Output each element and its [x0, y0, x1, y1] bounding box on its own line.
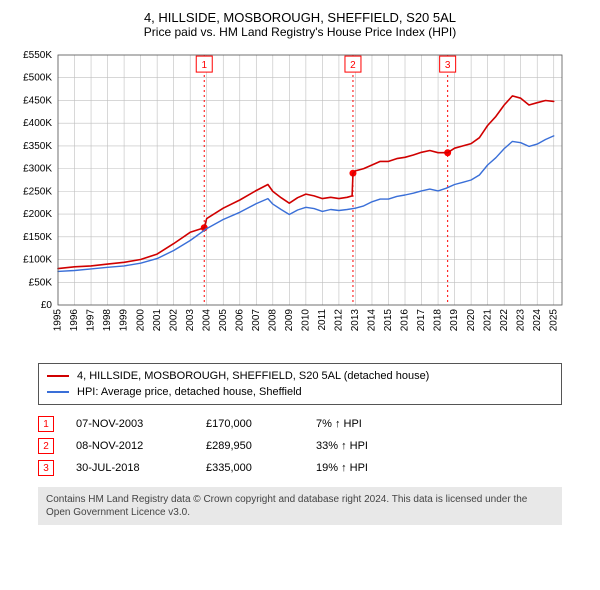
svg-text:£0: £0 [41, 300, 53, 311]
chart-subtitle: Price paid vs. HM Land Registry's House … [10, 25, 590, 39]
svg-text:2007: 2007 [251, 309, 262, 332]
svg-text:1999: 1999 [119, 309, 130, 332]
svg-text:£300K: £300K [23, 164, 52, 175]
table-row: 3 30-JUL-2018 £335,000 19% ↑ HPI [38, 457, 562, 479]
svg-text:2004: 2004 [201, 309, 212, 332]
svg-text:3: 3 [445, 60, 451, 71]
svg-text:£150K: £150K [23, 232, 52, 243]
legend-row: 4, HILLSIDE, MOSBOROUGH, SHEFFIELD, S20 … [47, 370, 553, 382]
svg-text:2008: 2008 [267, 309, 278, 332]
svg-text:2006: 2006 [234, 309, 245, 332]
sale-delta: 7% ↑ HPI [316, 418, 426, 430]
svg-text:2002: 2002 [168, 309, 179, 332]
svg-text:2014: 2014 [367, 309, 378, 332]
svg-text:£250K: £250K [23, 186, 52, 197]
legend-swatch-2 [47, 391, 69, 393]
svg-text:1997: 1997 [86, 309, 97, 332]
svg-text:£350K: £350K [23, 141, 52, 152]
chart-title: 4, HILLSIDE, MOSBOROUGH, SHEFFIELD, S20 … [10, 10, 590, 25]
svg-text:2025: 2025 [548, 309, 559, 332]
sale-price: £170,000 [206, 418, 306, 430]
svg-text:2012: 2012 [334, 309, 345, 332]
svg-text:£50K: £50K [29, 277, 53, 288]
svg-text:2005: 2005 [218, 309, 229, 332]
sale-delta: 33% ↑ HPI [316, 440, 426, 452]
svg-text:2015: 2015 [383, 309, 394, 332]
svg-text:2023: 2023 [515, 309, 526, 332]
sale-price: £289,950 [206, 440, 306, 452]
svg-text:2013: 2013 [350, 309, 361, 332]
sale-marker: 3 [38, 460, 54, 476]
svg-text:2021: 2021 [482, 309, 493, 332]
sale-date: 08-NOV-2012 [76, 440, 196, 452]
legend: 4, HILLSIDE, MOSBOROUGH, SHEFFIELD, S20 … [38, 363, 562, 405]
table-row: 1 07-NOV-2003 £170,000 7% ↑ HPI [38, 413, 562, 435]
sale-marker: 1 [38, 416, 54, 432]
sales-table: 1 07-NOV-2003 £170,000 7% ↑ HPI 2 08-NOV… [38, 413, 562, 479]
svg-text:£400K: £400K [23, 118, 52, 129]
svg-text:2003: 2003 [185, 309, 196, 332]
svg-text:1995: 1995 [53, 309, 64, 332]
svg-text:2020: 2020 [466, 309, 477, 332]
svg-text:£550K: £550K [23, 50, 52, 61]
line-chart: £0 £50K £100K £150K £200K £250K £300K £350K £400… [10, 45, 570, 355]
svg-text:2010: 2010 [301, 309, 312, 332]
svg-text:2018: 2018 [433, 309, 444, 332]
svg-text:2011: 2011 [317, 309, 328, 331]
svg-text:1: 1 [201, 60, 207, 71]
legend-label-1: 4, HILLSIDE, MOSBOROUGH, SHEFFIELD, S20 … [77, 370, 429, 382]
sale-price: £335,000 [206, 462, 306, 474]
svg-text:2000: 2000 [135, 309, 146, 332]
svg-text:2017: 2017 [416, 309, 427, 332]
chart-area: £0 £50K £100K £150K £200K £250K £300K £350K £400… [10, 45, 590, 355]
svg-text:1998: 1998 [102, 309, 113, 332]
legend-label-2: HPI: Average price, detached house, Shef… [77, 386, 302, 398]
svg-text:2016: 2016 [400, 309, 411, 332]
sale-delta: 19% ↑ HPI [316, 462, 426, 474]
svg-text:1996: 1996 [69, 309, 80, 332]
svg-text:2019: 2019 [449, 309, 460, 332]
svg-text:2024: 2024 [532, 309, 543, 332]
svg-text:2: 2 [350, 60, 356, 71]
legend-row: HPI: Average price, detached house, Shef… [47, 386, 553, 398]
svg-text:2009: 2009 [284, 309, 295, 332]
svg-text:2022: 2022 [499, 309, 510, 332]
legend-swatch-1 [47, 375, 69, 377]
svg-text:£450K: £450K [23, 95, 52, 106]
svg-text:£500K: £500K [23, 73, 52, 84]
svg-text:2001: 2001 [152, 309, 163, 332]
svg-text:£200K: £200K [23, 209, 52, 220]
sale-date: 07-NOV-2003 [76, 418, 196, 430]
table-row: 2 08-NOV-2012 £289,950 33% ↑ HPI [38, 435, 562, 457]
footer-licence: Contains HM Land Registry data © Crown c… [38, 487, 562, 525]
svg-text:£100K: £100K [23, 255, 52, 266]
sale-date: 30-JUL-2018 [76, 462, 196, 474]
sale-marker: 2 [38, 438, 54, 454]
